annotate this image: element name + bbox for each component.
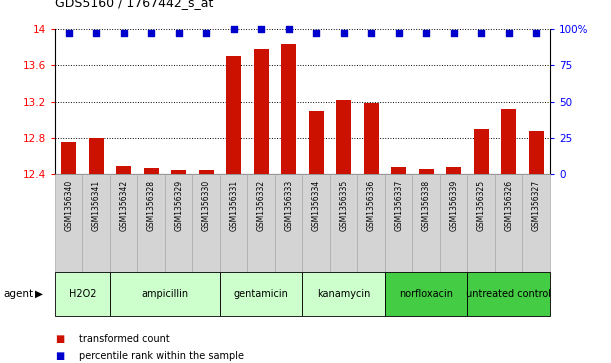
Bar (385, 272, 467, 316)
Bar (220, 174, 247, 272)
Point (393, 30, 403, 36)
Bar (309, 111, 324, 174)
Bar (254, 49, 269, 174)
Text: ■: ■ (55, 334, 64, 344)
Bar (110, 174, 137, 272)
Point (91, 30, 101, 36)
Point (338, 30, 348, 36)
Text: percentile rank within the sample: percentile rank within the sample (79, 351, 244, 361)
Text: GSM1356332: GSM1356332 (257, 180, 266, 231)
Point (257, 26, 266, 32)
Bar (220, 272, 302, 316)
Text: GSM1356333: GSM1356333 (284, 180, 293, 231)
Point (531, 30, 541, 36)
Bar (89, 138, 104, 174)
Point (477, 30, 486, 36)
Bar (467, 272, 550, 316)
Point (201, 30, 211, 36)
Text: GDS5160 / 1767442_s_at: GDS5160 / 1767442_s_at (55, 0, 213, 9)
Text: transformed count: transformed count (79, 334, 170, 344)
Bar (302, 174, 330, 272)
Bar (55, 174, 82, 272)
Text: ▶: ▶ (35, 289, 43, 299)
Bar (137, 174, 165, 272)
Text: untreated control: untreated control (466, 289, 551, 299)
Bar (226, 56, 241, 174)
Bar (247, 174, 275, 272)
Text: GSM1356339: GSM1356339 (449, 180, 458, 231)
Bar (357, 174, 385, 272)
Bar (165, 174, 192, 272)
Bar (501, 109, 516, 174)
Text: GSM1356335: GSM1356335 (339, 180, 348, 231)
Bar (385, 174, 412, 272)
Bar (61, 143, 76, 174)
Point (229, 26, 238, 32)
Bar (412, 174, 440, 272)
Bar (82, 174, 110, 272)
Text: GSM1356340: GSM1356340 (64, 180, 73, 231)
Bar (281, 44, 296, 174)
Bar (116, 166, 131, 174)
Bar (467, 174, 495, 272)
Text: GSM1356330: GSM1356330 (202, 180, 211, 231)
Point (174, 30, 183, 36)
Text: GSM1356326: GSM1356326 (504, 180, 513, 231)
Point (367, 30, 376, 36)
Bar (275, 174, 302, 272)
Bar (144, 168, 159, 174)
Text: GSM1356331: GSM1356331 (229, 180, 238, 231)
Bar (336, 100, 351, 174)
Bar (302, 272, 385, 316)
Bar (522, 174, 550, 272)
Text: GSM1356329: GSM1356329 (174, 180, 183, 231)
Bar (419, 169, 434, 174)
Bar (171, 170, 186, 174)
Bar (440, 174, 467, 272)
Bar (364, 103, 379, 174)
Bar (199, 170, 214, 174)
Bar (192, 174, 220, 272)
Bar (495, 174, 522, 272)
Text: GSM1356327: GSM1356327 (532, 180, 541, 231)
Bar (474, 129, 489, 174)
Text: ampicillin: ampicillin (141, 289, 189, 299)
Bar (529, 131, 544, 174)
Point (146, 30, 156, 36)
Point (64, 30, 73, 36)
Text: GSM1356337: GSM1356337 (394, 180, 403, 231)
Text: GSM1356338: GSM1356338 (422, 180, 431, 231)
Bar (55, 272, 110, 316)
Point (422, 30, 431, 36)
Bar (391, 167, 406, 174)
Text: ■: ■ (55, 351, 64, 361)
Bar (330, 174, 357, 272)
Text: GSM1356336: GSM1356336 (367, 180, 376, 231)
Point (448, 30, 458, 36)
Text: gentamicin: gentamicin (234, 289, 288, 299)
Text: GSM1356325: GSM1356325 (477, 180, 486, 231)
Bar (110, 272, 220, 316)
Text: GSM1356342: GSM1356342 (119, 180, 128, 231)
Text: GSM1356334: GSM1356334 (312, 180, 321, 231)
Point (503, 30, 513, 36)
Bar (446, 167, 461, 174)
Text: kanamycin: kanamycin (317, 289, 370, 299)
Text: GSM1356328: GSM1356328 (147, 180, 156, 231)
Point (284, 26, 294, 32)
Text: norfloxacin: norfloxacin (399, 289, 453, 299)
Point (119, 30, 128, 36)
Text: GSM1356341: GSM1356341 (92, 180, 101, 231)
Text: H2O2: H2O2 (68, 289, 97, 299)
Point (312, 30, 321, 36)
Text: agent: agent (3, 289, 33, 299)
